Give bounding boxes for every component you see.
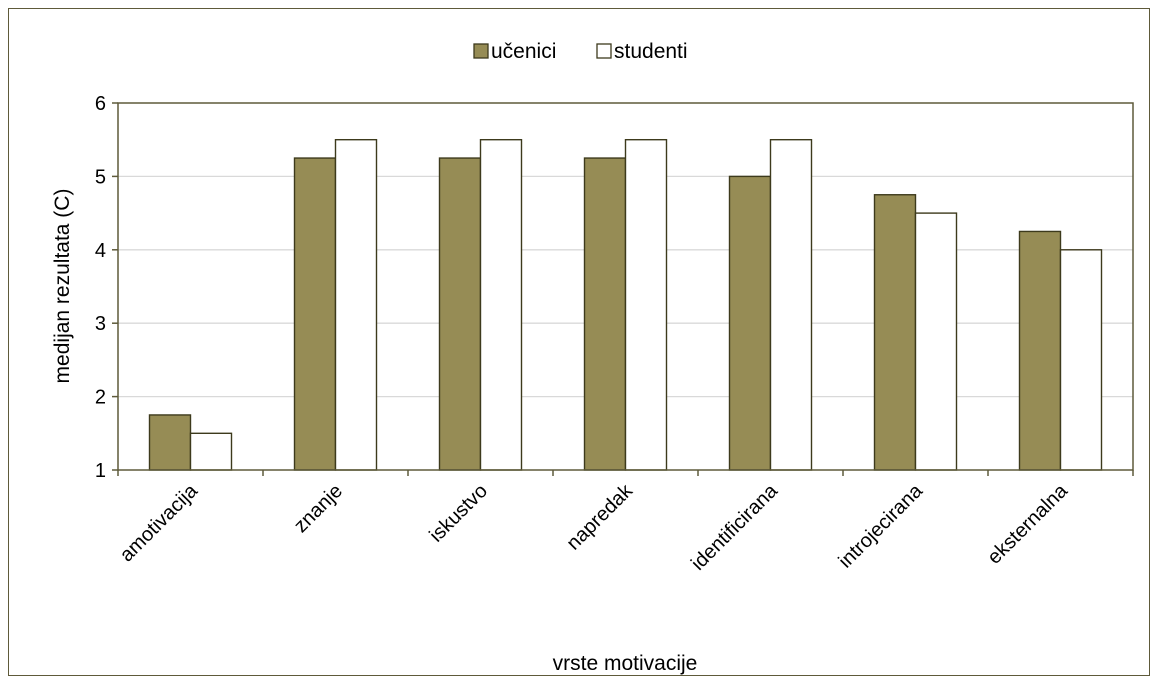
y-tick-label: 2 <box>95 387 106 409</box>
bar-studenti-eksternalna <box>1059 249 1103 471</box>
bar-ucenici-znanje <box>293 157 337 471</box>
y-axis-title: medijan rezultata (C) <box>51 189 74 384</box>
y-tick-label: 1 <box>95 460 106 482</box>
bar-ucenici-napredak <box>583 157 627 471</box>
y-tick-label: 5 <box>95 166 106 188</box>
bar-ucenici-introjecirana <box>873 194 917 471</box>
x-tick-label-introjecirana: introjecirana <box>834 479 927 572</box>
bar-ucenici-identificirana <box>728 175 772 471</box>
x-tick-label-znanje: znanje <box>290 480 347 537</box>
bar-ucenici-amotivacija <box>148 414 192 471</box>
y-tick-label: 3 <box>95 313 106 335</box>
bar-studenti-identificirana <box>769 138 813 471</box>
x-tick-labels: amotivacija znanje iskustvo napredak identif… <box>116 479 1073 575</box>
x-tick-label-eksternalna: eksternalna <box>983 479 1072 568</box>
chart-frame <box>8 8 1150 676</box>
legend-swatch-ucenici <box>473 43 489 59</box>
legend-label-studenti: studenti <box>614 40 688 63</box>
bar-studenti-iskustvo <box>479 138 523 471</box>
bars <box>148 138 1103 471</box>
bar-ucenici-iskustvo <box>438 157 482 471</box>
x-tick-label-iskustvo: iskustvo <box>425 480 492 547</box>
bar-studenti-introjecirana <box>914 212 958 471</box>
x-tick-label-napredak: napredak <box>563 479 638 554</box>
x-axis-title: vrste motivacije <box>553 652 698 675</box>
y-tick-label: 6 <box>95 93 106 115</box>
bar-ucenici-eksternalna <box>1018 230 1062 471</box>
axes <box>112 102 1134 476</box>
y-tick-label: 4 <box>95 240 106 262</box>
y-tick-labels: 1 2 3 4 5 6 <box>95 93 106 482</box>
legend: učenici studenti <box>473 40 688 63</box>
bar-studenti-napredak <box>624 138 668 471</box>
legend-label-ucenici: učenici <box>491 40 556 63</box>
plot-border <box>117 102 1134 471</box>
x-tick-label-amotivacija: amotivacija <box>116 479 203 566</box>
bar-studenti-znanje <box>334 138 378 471</box>
legend-swatch-studenti <box>596 43 612 59</box>
bar-studenti-amotivacija <box>189 432 233 471</box>
x-tick-label-identificirana: identificirana <box>687 479 783 575</box>
